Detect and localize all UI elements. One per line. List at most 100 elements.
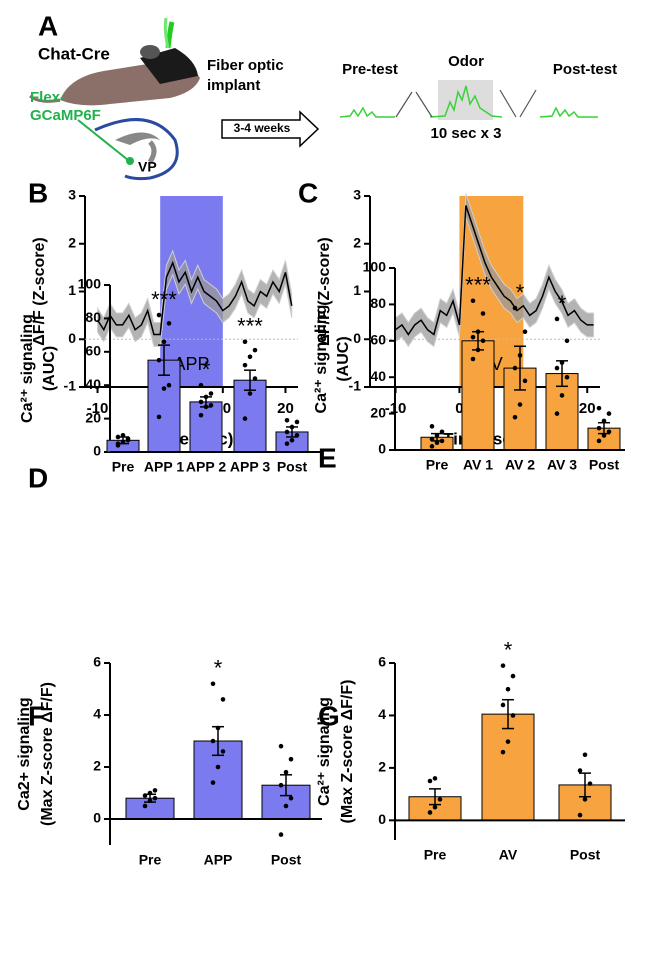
bar <box>189 401 223 453</box>
data-point <box>210 681 216 687</box>
mean-trace <box>395 205 594 336</box>
y-tick-label: 4 <box>93 706 101 722</box>
data-point <box>510 713 516 718</box>
bar <box>233 379 267 453</box>
y-tick-label: 20 <box>370 404 386 420</box>
data-point <box>577 812 583 818</box>
data-point <box>289 424 295 430</box>
data-point <box>166 321 172 326</box>
panel-label: B <box>28 177 48 208</box>
category-label: Pre <box>424 847 447 863</box>
y-tick-label: 60 <box>85 343 101 359</box>
error-bar <box>280 774 292 797</box>
x-tick-label: 20 <box>579 400 596 417</box>
data-point <box>596 425 602 431</box>
strain-label: Chat-Cre <box>38 44 110 63</box>
data-point <box>439 429 445 435</box>
data-point <box>252 347 258 353</box>
y-tick-label: 2 <box>68 234 76 250</box>
y-axis-label: Ca²⁺ signaling <box>313 305 330 414</box>
category-label: Post <box>271 852 302 868</box>
data-point <box>208 402 214 408</box>
data-point <box>480 338 486 344</box>
panel-label: D <box>28 462 48 493</box>
y-tick-label: 0 <box>93 443 101 459</box>
panel-label: F <box>28 700 45 731</box>
y-tick-label: -1 <box>349 378 362 394</box>
data-point <box>512 365 518 371</box>
data-point <box>203 394 209 400</box>
data-point <box>120 439 126 445</box>
data-point <box>517 402 523 407</box>
data-point <box>283 803 289 809</box>
error-bar <box>244 369 256 391</box>
data-point <box>115 434 121 440</box>
data-point <box>152 788 158 793</box>
data-point <box>283 769 289 775</box>
significance: *** <box>151 287 177 312</box>
virus-label: Flex- <box>30 89 65 106</box>
mouse-illustration <box>29 17 200 106</box>
data-point <box>208 391 214 396</box>
data-point <box>500 663 506 668</box>
data-point <box>517 353 523 358</box>
y-tick-label: 1 <box>353 282 361 298</box>
phase-label: Pre-test <box>342 61 398 78</box>
data-point <box>470 356 476 362</box>
category-label: AV 3 <box>547 457 577 473</box>
data-point <box>161 339 167 345</box>
error-bar <box>158 344 170 376</box>
region-label: VP <box>138 159 157 175</box>
data-point <box>427 810 433 815</box>
data-point <box>120 433 126 438</box>
data-point <box>559 393 565 398</box>
data-point <box>582 797 588 802</box>
y-tick-label: 0 <box>68 330 76 346</box>
data-point <box>125 438 131 443</box>
data-point <box>554 411 560 416</box>
data-point <box>289 438 295 443</box>
data-point <box>587 781 593 786</box>
data-point <box>115 441 121 446</box>
data-point <box>505 686 511 692</box>
significance: *** <box>237 314 263 339</box>
data-point <box>429 436 435 442</box>
data-point <box>152 795 158 801</box>
y-tick-label: 4 <box>378 706 386 722</box>
data-point <box>156 414 162 420</box>
data-point <box>161 386 167 391</box>
bar <box>461 340 495 451</box>
category-label: APP <box>204 852 233 868</box>
y-tick-label: 0 <box>378 441 386 457</box>
y-axis-label: (AUC) <box>335 336 352 381</box>
x-tick-label: -10 <box>87 400 109 417</box>
category-label: Pre <box>139 852 162 868</box>
data-point <box>242 362 248 368</box>
data-point <box>156 312 162 318</box>
y-axis-label: ΔF/F (Z-score) <box>31 237 48 345</box>
y-tick-label: 2 <box>93 758 101 774</box>
data-point <box>601 418 607 424</box>
data-point <box>596 405 602 411</box>
y-tick-label: 6 <box>93 654 101 670</box>
connector-lines <box>395 89 537 118</box>
y-axis-label: Ca²⁺ signaling <box>316 697 333 806</box>
implant-label: implant <box>207 77 260 94</box>
y-tick-label: 3 <box>68 187 76 203</box>
y-tick-label: 3 <box>353 187 361 203</box>
data-point <box>434 440 440 446</box>
category-label: APP 1 <box>144 459 184 475</box>
implant-label: Fiber optic <box>207 57 284 74</box>
data-point <box>470 298 476 304</box>
category-label: Post <box>277 459 308 475</box>
error-bar <box>429 788 441 806</box>
y-tick-label: 40 <box>85 376 101 392</box>
y-tick-label: 60 <box>370 332 386 348</box>
y-tick-label: 0 <box>93 810 101 826</box>
y-tick-label: 80 <box>370 295 386 311</box>
data-point <box>210 738 216 744</box>
data-point <box>522 378 528 384</box>
data-point <box>198 412 204 418</box>
panel-label: G <box>318 700 340 731</box>
data-point <box>247 391 253 396</box>
